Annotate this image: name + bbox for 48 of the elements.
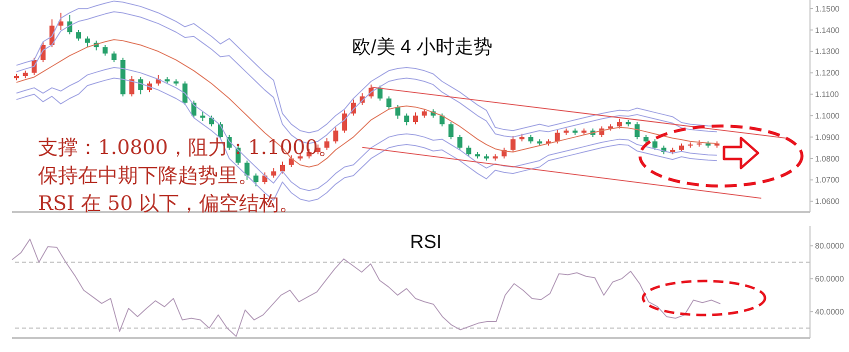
candlestick: [457, 134, 462, 150]
y-tick-label: 80.0000: [815, 242, 844, 251]
candlestick: [652, 138, 658, 150]
candlestick: [413, 112, 418, 125]
candlestick: [84, 36, 90, 48]
annotation: RSI 在 50 以下，偏空结构。: [38, 190, 300, 217]
candlestick: [182, 80, 188, 106]
y-tick-label: 1.1500: [815, 4, 840, 14]
candlestick: [76, 29, 82, 42]
candlestick: [112, 50, 117, 63]
candlestick: [129, 76, 134, 97]
candlestick: [616, 118, 622, 129]
candlestick: [138, 76, 144, 95]
candlestick: [466, 145, 472, 157]
y-tick-label: 1.0800: [815, 154, 840, 164]
y-tick-label: 1.1200: [815, 68, 840, 78]
candlestick: [386, 96, 392, 110]
line-series: [16, 66, 718, 192]
y-tick-label: 1.0600: [815, 197, 840, 206]
candlestick: [244, 160, 250, 180]
y-tick-label: 1.1400: [815, 26, 840, 35]
candlestick: [440, 112, 445, 127]
y-tick-label: 1.1300: [815, 47, 840, 56]
text: 欧/美 4 小时走势: [352, 36, 492, 60]
candlestick: [378, 85, 383, 102]
candlestick: [271, 168, 276, 178]
candlestick: [510, 135, 516, 153]
chart-title: RSI: [410, 232, 442, 254]
candlestick: [554, 129, 560, 144]
y-tick-label: 1.1000: [815, 111, 840, 120]
candlestick: [102, 44, 108, 56]
candlestick: [448, 122, 454, 140]
candlestick: [280, 161, 285, 174]
y-tick-label: 1.1100: [815, 90, 840, 100]
candlestick: [333, 126, 338, 144]
candlestick: [262, 172, 268, 185]
candlestick: [395, 104, 400, 120]
candlestick: [634, 122, 640, 140]
y-tick-label: 60.0000: [815, 274, 844, 284]
annotation: 保持在中期下降趋势里。: [38, 162, 258, 189]
y-tick-label: 40.0000: [815, 307, 844, 316]
candlestick: [200, 110, 206, 122]
candlestick: [404, 112, 410, 126]
candlestick: [324, 138, 330, 150]
y-tick-label: 1.0700: [815, 176, 840, 185]
y-tick-label: 1.0900: [815, 132, 840, 142]
candlestick: [253, 172, 258, 187]
candlestick: [342, 110, 348, 134]
